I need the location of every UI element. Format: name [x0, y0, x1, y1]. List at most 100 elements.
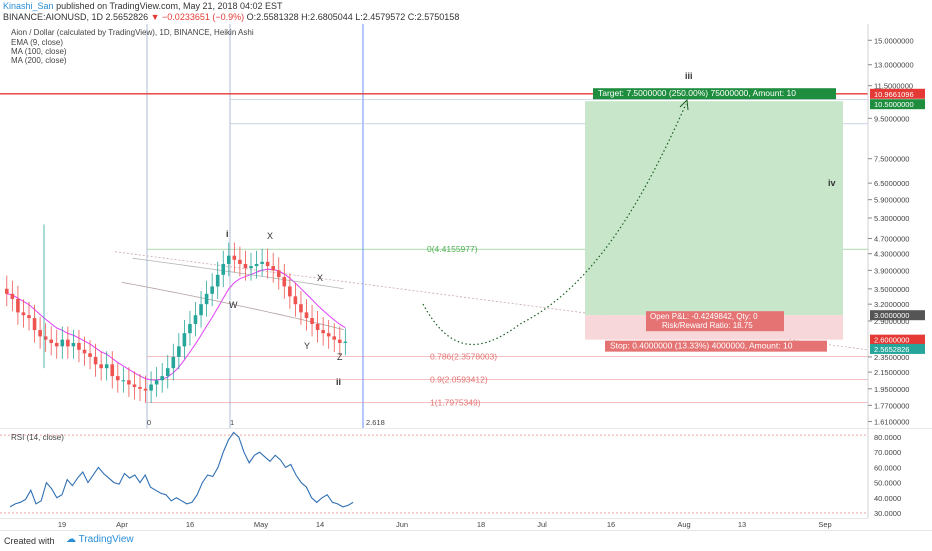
time-label-1: Apr [116, 520, 128, 529]
candle-50 [282, 277, 287, 287]
created-with: Created with [4, 536, 55, 546]
candle-5 [32, 318, 37, 331]
candle-46 [260, 261, 264, 264]
projection-arrow-icon [679, 98, 689, 111]
rsi-tick-label-5: 30.0000 [874, 509, 901, 518]
candle-26 [149, 384, 153, 391]
ema-line [6, 268, 346, 381]
publish-text: published on TradingView.com, May 21, 20… [56, 1, 283, 11]
candle-7 [43, 336, 48, 340]
price-tag-3 [870, 334, 925, 345]
price-tick-label-2: 11.5000000 [874, 82, 913, 91]
candle-2 [16, 298, 20, 313]
price-tag-label-4: 2.5652826 [874, 345, 909, 354]
candle-34 [193, 315, 198, 324]
price-tick-label-7: 5.3000000 [874, 214, 909, 223]
candle-23 [132, 384, 137, 388]
rr-label: Risk/Reward Ratio: 18.75 [662, 321, 753, 330]
rsi-line [9, 431, 354, 508]
candle-55 [310, 318, 314, 324]
candle-37 [210, 286, 214, 294]
candle-1 [10, 293, 15, 299]
candle-44 [249, 266, 253, 269]
time-axis: 19 Apr 16 May 14 Jun 18 Jul 16 Aug 13 Sep [0, 518, 868, 529]
tradingview-logo[interactable]: ☁ TradingView [66, 534, 134, 545]
candle-59 [332, 336, 337, 340]
candle-36 [204, 293, 209, 305]
fib-label-3: 1(1.7975349) [430, 398, 481, 408]
candle-0 [5, 288, 9, 294]
ma100-legend[interactable]: MA (100, close) [11, 47, 67, 56]
candle-14 [82, 349, 87, 354]
wave-iv: iv [828, 178, 836, 188]
candle-24 [138, 387, 142, 389]
wave-z: Z [337, 352, 343, 362]
price-tag-4 [870, 343, 925, 354]
candle-60 [338, 339, 342, 343]
candle-9 [54, 342, 59, 347]
price-tick-label-16: 1.9500000 [874, 385, 909, 394]
symbol[interactable]: BINANCE:AIONUSD, 1D [3, 12, 104, 22]
candle-19 [110, 364, 115, 377]
candle-53 [299, 304, 303, 313]
price-tick-label-8: 4.7000000 [874, 235, 909, 244]
candle-52 [293, 296, 298, 305]
price-tick-label-6: 5.9000000 [874, 196, 909, 205]
wave-x1: X [267, 231, 273, 241]
candle-35 [199, 304, 203, 316]
candle-33 [188, 323, 192, 334]
time-label-11: Sep [818, 520, 831, 529]
fib-label-0: 0(4.4155977) [427, 244, 478, 254]
price-tick-label-18: 1.6100000 [874, 418, 909, 427]
wave-ii: ii [336, 377, 341, 387]
price-tick-label-5: 6.5000000 [874, 179, 909, 188]
time-label-5: Jun [396, 520, 408, 529]
price-tick-label-0: 15.0000000 [874, 36, 914, 45]
candle-56 [315, 323, 320, 331]
price-tag-label-2: 3.0000000 [874, 311, 909, 320]
rsi-label[interactable]: RSI (14, close) [11, 433, 64, 442]
fib-label-2: 0.9(2.0593412) [430, 374, 488, 384]
price-tick-label-13: 2.9000000 [874, 317, 909, 326]
footer: Created with ☁ TradingView [0, 530, 932, 551]
last-price: 2.5652826 [105, 12, 149, 22]
author-link[interactable]: Kinashi_San [3, 1, 54, 11]
candle-20 [116, 376, 120, 381]
candle-10 [60, 339, 65, 347]
candle-51 [288, 286, 292, 297]
rsi-pane[interactable]: 80.0000 70.0000 60.0000 50.0000 40.0000 30.00… [0, 428, 932, 518]
price-tick-label-1: 13.0000000 [874, 61, 914, 70]
candle-4 [27, 315, 31, 319]
ma200-legend[interactable]: MA (200, close) [11, 56, 67, 65]
wave-x2: X [317, 273, 323, 283]
candle-18 [104, 364, 109, 369]
price-tag-label-1: 10.5000000 [874, 100, 914, 109]
candle-58 [326, 333, 331, 337]
chart-title: Aion / Dollar (calculated by TradingView… [11, 28, 254, 37]
price-tag-0 [870, 88, 925, 99]
candle-8 [49, 339, 53, 343]
time-label-2: 16 [186, 520, 194, 529]
stop-badge [605, 340, 827, 352]
price-chart[interactable]: 0(4.4155977) 0.786(2.3578003) 0.9(2.059341… [0, 24, 932, 428]
rsi-tick-label-3: 50.0000 [874, 479, 901, 488]
fib-ext-2618: 2.618 [366, 418, 385, 427]
candle-29 [165, 368, 170, 377]
wave-iii: iii [685, 71, 693, 81]
candle-39 [221, 263, 226, 275]
down-arrow-icon: ▼ [150, 12, 160, 22]
pnl-badge [646, 311, 784, 332]
ema-legend[interactable]: EMA (9, close) [11, 38, 64, 47]
candle-11 [66, 339, 70, 347]
price-tick-label-17: 1.7700000 [874, 401, 909, 410]
time-label-9: Aug [677, 520, 690, 529]
time-label-10: 13 [738, 520, 746, 529]
candle-43 [243, 263, 248, 269]
price-tick-label-15: 2.1500000 [874, 368, 909, 377]
price-tick-label-12: 3.2000000 [874, 300, 909, 309]
candle-6 [38, 330, 42, 337]
wave-i: i [226, 229, 229, 239]
candle-42 [238, 259, 242, 264]
candle-13 [77, 342, 81, 350]
pnl-label: Open P&L: -0.4249842, Qty: 0 [650, 312, 758, 321]
